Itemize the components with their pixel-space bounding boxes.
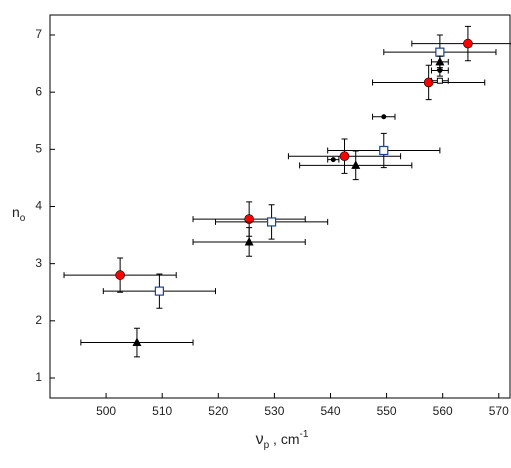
x-tick-label: 550: [377, 404, 397, 418]
x-tick-label: 510: [152, 404, 172, 418]
y-tick-label: 4: [35, 199, 42, 213]
y-tick-label: 5: [35, 142, 42, 156]
x-tick-label: 520: [208, 404, 228, 418]
x-tick-label: 530: [264, 404, 284, 418]
point: [381, 114, 387, 120]
point: [437, 67, 443, 73]
point: [266, 217, 277, 227]
point: [435, 56, 445, 66]
x-axis-label: νp , cm-1: [256, 429, 309, 451]
point: [244, 236, 254, 246]
y-tick-label: 2: [35, 313, 42, 327]
point: [115, 270, 125, 280]
point: [330, 157, 336, 163]
x-tick-label: 540: [320, 404, 340, 418]
x-tick-label: 500: [96, 404, 116, 418]
point: [379, 145, 389, 156]
point: [463, 38, 473, 49]
point: [351, 160, 361, 169]
point: [436, 77, 443, 84]
point: [435, 47, 445, 57]
point: [244, 214, 254, 224]
y-tick-label: 1: [35, 370, 42, 384]
y-tick-label: 7: [35, 27, 42, 41]
x-error-bar: [411, 40, 511, 47]
x-tick-label: 570: [489, 404, 509, 418]
y-tick-label: 6: [35, 84, 42, 98]
y-tick-label: 3: [35, 256, 42, 270]
point: [423, 77, 434, 88]
point: [132, 337, 142, 347]
x-tick-label: 560: [433, 404, 453, 418]
y-axis-label: no: [12, 204, 26, 224]
point: [154, 286, 164, 296]
point: [339, 151, 350, 161]
